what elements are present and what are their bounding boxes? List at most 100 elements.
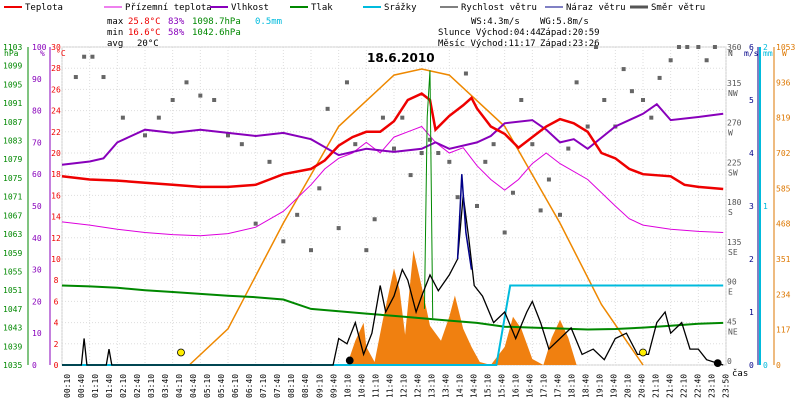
tick-label-time: 14:10 (455, 374, 464, 398)
legend-label-humidity: Vlhkost (231, 3, 269, 13)
tick-label-hpa: 1099 (3, 62, 22, 71)
wind-direction-point (344, 80, 349, 85)
tick-label-c: 4 (54, 319, 59, 328)
tick-label-hpa: 1063 (3, 230, 22, 239)
tick-label-dir-deg: 270 (727, 119, 742, 128)
tick-label-c: 16 (51, 191, 61, 200)
wind-direction-point (685, 45, 690, 49)
tick-label-dir-name: SW (728, 168, 738, 177)
tick-label-pct: 10 (32, 329, 42, 338)
legend-label-ground-temperature: Přízemní teplota (125, 3, 212, 13)
series-ground-temperature (61, 125, 724, 237)
tick-label-time: 19:40 (610, 374, 619, 398)
tick-label-time: 18:10 (568, 374, 577, 398)
tick-label-time: 12:10 (399, 374, 408, 398)
wind-direction-point (295, 212, 300, 217)
tick-label-time: 02:10 (119, 374, 128, 398)
tick-label-c: 8 (54, 276, 59, 285)
tick-label-time: 17:40 (554, 374, 563, 398)
wind-direction-point (184, 80, 189, 85)
wind-direction-point (530, 142, 535, 147)
tick-label-time: 06:40 (245, 374, 254, 398)
wind-direction-point (170, 98, 175, 102)
tick-label-time: 07:10 (259, 374, 268, 398)
wind-direction-point (82, 54, 87, 59)
wind-direction-point (317, 186, 322, 191)
wind-direction-point (668, 58, 673, 63)
tick-label-time: 11:10 (371, 374, 380, 398)
tick-label-c: 28 (51, 64, 61, 73)
stats-max-rain: 0.5mm (255, 17, 282, 27)
tick-label-dir-deg: 0 (727, 357, 732, 366)
tick-label-hpa: 1095 (3, 80, 22, 89)
stats-max-label: max (107, 17, 124, 27)
tick-label-hpa: 1075 (3, 174, 22, 183)
wind-direction-point (455, 195, 460, 200)
tick-label-time: 09:10 (315, 374, 324, 398)
tick-label-time: 13:10 (427, 374, 436, 398)
wind-gust-info: WG:5.8m/s (540, 17, 589, 27)
wind-direction-point (408, 173, 413, 178)
stats-max-hum: 83% (168, 17, 185, 27)
sunrise-info: Slunce Východ:04:44 (438, 28, 541, 38)
tick-label-time: 15:10 (483, 374, 492, 398)
tick-label-hpa: 1047 (3, 305, 22, 314)
moonrise-info: Měsíc Východ:11:17 (438, 39, 536, 49)
axis-c-label: °C (56, 49, 66, 58)
wind-direction-point (198, 93, 203, 98)
info-block: WS:4.3m/s WG:5.8m/s Slunce Východ:04:44 … (438, 17, 600, 49)
tick-label-time: 09:40 (329, 374, 338, 398)
tick-label-time: 00:40 (77, 374, 86, 398)
wind-direction-point (641, 98, 645, 102)
axes: 1103109910951091108710831079107510711067… (3, 43, 795, 398)
tick-label-pct: 50 (32, 202, 42, 211)
tick-label-time: 23:50 (722, 374, 731, 398)
moonset-info: Západ:23:26 (540, 39, 600, 49)
event-marker (177, 348, 185, 357)
stats-min-temp: 16.6°C (128, 28, 161, 38)
wind-direction-point (267, 159, 272, 164)
tick-label-time: 11:40 (385, 374, 394, 398)
sunset-info: Západ:20:59 (540, 28, 600, 38)
stats-max-temp: 25.8°C (128, 17, 161, 27)
wind-direction-point (156, 115, 161, 120)
series-solar-fill (347, 250, 577, 365)
wind-direction-point (510, 190, 515, 195)
wind-direction-point (143, 133, 147, 138)
tick-label-hpa: 1067 (3, 211, 22, 220)
tick-label-time: 02:40 (133, 374, 142, 398)
x-axis-label: čas (732, 368, 748, 379)
tick-label-hpa: 1103 (3, 43, 22, 52)
stats-min-press: 1042.6hPa (192, 28, 241, 38)
series (61, 45, 724, 368)
stats-block: max 25.8°C 83% 1098.7hPa 0.5mm min 16.6°… (107, 17, 282, 49)
wind-direction-point (101, 75, 106, 80)
tick-label-hpa: 1083 (3, 137, 22, 146)
tick-label-dir-name: S (728, 208, 733, 217)
tick-label-hpa: 1079 (3, 155, 22, 164)
tick-label-dir-deg: 180 (727, 198, 742, 207)
tick-label-time: 04:10 (175, 374, 184, 398)
tick-label-time: 20:40 (638, 374, 647, 398)
wind-direction-point (538, 208, 543, 213)
wind-direction-point (400, 115, 405, 120)
wind-direction-point (447, 159, 452, 164)
event-marker (639, 348, 647, 357)
tick-label-dir-name: N (728, 49, 733, 58)
stats-min-hum: 58% (168, 28, 185, 38)
tick-label-c: 22 (51, 128, 61, 137)
wind-direction-point (676, 45, 681, 49)
wind-direction-point (463, 71, 468, 76)
series-rain (62, 284, 724, 366)
tick-label-w: 1053 (776, 43, 795, 52)
tick-label-time: 19:10 (596, 374, 605, 398)
wind-direction-point (712, 45, 717, 49)
tick-label-w: 117 (776, 326, 791, 335)
tick-label-pct: 30 (32, 266, 42, 275)
tick-label-c: 6 (54, 297, 59, 306)
wind-direction-point (602, 98, 607, 102)
tick-label-c: 0 (54, 361, 59, 370)
tick-label-time: 20:10 (624, 374, 633, 398)
tick-label-time: 05:10 (203, 374, 212, 398)
